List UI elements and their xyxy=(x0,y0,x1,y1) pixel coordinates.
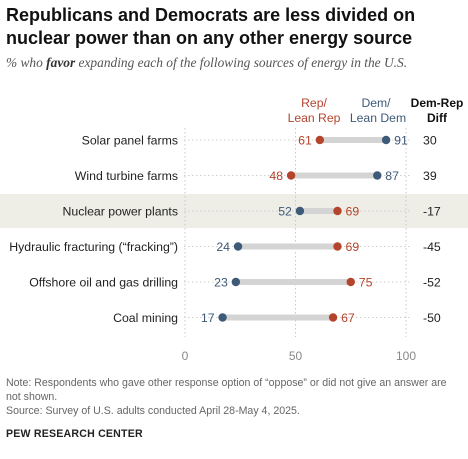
diff-value: -52 xyxy=(423,276,441,290)
x-tick-label: 100 xyxy=(396,349,416,363)
chart-title: Republicans and Democrats are less divid… xyxy=(6,5,416,48)
legend-dem-line1: Dem/ xyxy=(361,96,391,110)
chart-note: Note: Respondents who gave other respons… xyxy=(6,377,447,403)
legend-rep-line2: Lean Rep xyxy=(288,111,341,125)
dem-dot xyxy=(373,171,382,180)
rep-dot xyxy=(328,313,338,322)
dem-value-label: 91 xyxy=(394,134,408,148)
dem-value-label: 24 xyxy=(216,240,230,254)
rep-dot xyxy=(333,206,342,216)
brand-logo: PEW RESEARCH CENTER xyxy=(6,428,143,440)
category-label: Nuclear power plants xyxy=(62,205,178,219)
dem-dot xyxy=(218,313,227,322)
x-tick-label: 50 xyxy=(289,349,303,363)
subtitle-pre: % who xyxy=(6,55,47,70)
dem-dot xyxy=(295,206,305,216)
diff-value: -50 xyxy=(423,311,441,325)
category-label: Coal mining xyxy=(113,311,178,325)
chart-subtitle: % who favor expanding each of the follow… xyxy=(6,55,462,71)
rep-value-label: 69 xyxy=(345,240,359,254)
diff-value: -45 xyxy=(423,240,441,254)
chart-source: Source: Survey of U.S. adults conducted … xyxy=(6,405,300,417)
legend-dem-line2: Lean Dem xyxy=(350,111,406,125)
dem-value-label: 23 xyxy=(214,276,228,290)
dem-value-label: 52 xyxy=(278,205,292,219)
category-label: Wind turbine farms xyxy=(75,169,178,183)
diff-value: -17 xyxy=(423,205,441,219)
rep-value-label: 75 xyxy=(359,276,373,290)
rep-value-label: 48 xyxy=(269,169,283,183)
dem-dot xyxy=(381,135,391,145)
rep-value-label: 69 xyxy=(345,205,359,219)
diff-value: 39 xyxy=(423,169,437,183)
rep-dot xyxy=(315,135,325,145)
category-label: Offshore oil and gas drilling xyxy=(29,276,178,290)
subtitle-emphasis: favor xyxy=(46,55,76,70)
dem-dot xyxy=(231,277,241,287)
diff-value: 30 xyxy=(423,134,437,148)
rep-dot xyxy=(346,277,355,287)
x-tick-label: 0 xyxy=(182,349,189,363)
dem-value-label: 87 xyxy=(385,169,399,183)
category-label: Solar panel farms xyxy=(82,134,178,148)
rep-dot xyxy=(286,171,296,180)
legend-diff-line1: Dem-Rep xyxy=(411,96,464,110)
subtitle-post: expanding each of the following sources … xyxy=(75,55,408,70)
dem-value-label: 17 xyxy=(201,311,215,325)
rep-value-label: 67 xyxy=(341,311,355,325)
legend-diff-line2: Diff xyxy=(427,111,448,125)
dem-dot xyxy=(233,242,243,251)
highlight-band xyxy=(0,194,468,228)
rep-dot xyxy=(333,242,342,251)
legend-rep-line1: Rep/ xyxy=(301,96,327,110)
category-label: Hydraulic fracturing (“fracking”) xyxy=(9,240,178,254)
rep-value-label: 61 xyxy=(298,134,312,148)
